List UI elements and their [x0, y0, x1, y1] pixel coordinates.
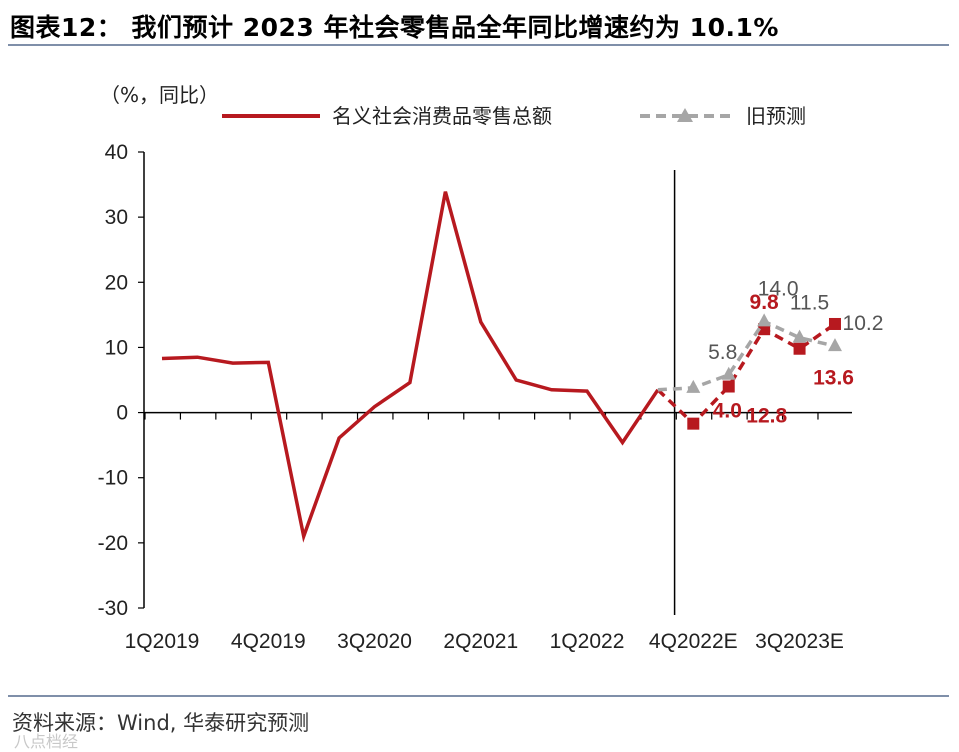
- x-tick-label: 1Q2019: [125, 630, 200, 653]
- legend-actual-label: 名义社会消费品零售总额: [332, 104, 552, 128]
- old-forecast-data-label: 11.5: [790, 292, 829, 315]
- new-forecast-data-label: 13.6: [813, 367, 854, 390]
- y-tick-label: -10: [98, 467, 128, 490]
- new-forecast-marker: [687, 417, 700, 430]
- x-tick-label: 2Q2021: [443, 630, 518, 653]
- y-tick-label: -30: [98, 597, 128, 620]
- footer-divider: [8, 695, 949, 697]
- y-tick-label: 40: [105, 141, 128, 164]
- watermark-text: 八点档经: [14, 732, 79, 751]
- old-forecast-data-label: 14.0: [758, 277, 799, 300]
- new-forecast-data-label: 9.8: [750, 291, 780, 314]
- new-forecast-data-label: 4.0: [713, 400, 742, 423]
- old-forecast-marker: [827, 338, 842, 352]
- source-note: 资料来源：Wind, 华泰研究预测: [12, 711, 310, 735]
- old-forecast-marker: [721, 366, 736, 380]
- x-tick-label: 4Q2019: [231, 630, 306, 653]
- old-forecast-marker: [757, 313, 772, 327]
- new-forecast-marker: [722, 380, 735, 393]
- x-tick-label: 3Q2023E: [755, 630, 844, 653]
- x-tick-label: 1Q2022: [550, 630, 625, 653]
- x-tick-label: 3Q2020: [337, 630, 412, 653]
- y-tick-label: 30: [105, 206, 128, 229]
- y-tick-label: 10: [105, 336, 128, 359]
- series-actual-line: [161, 191, 660, 543]
- chart-title: 图表12： 我们预计 2023 年社会零售品全年同比增速约为 10.1%: [10, 13, 779, 42]
- title-divider: [8, 44, 949, 46]
- new-forecast-data-label: 12.8: [746, 405, 787, 428]
- x-tick-label: 4Q2022E: [649, 630, 738, 653]
- unit-label: （%，同比）: [100, 83, 219, 107]
- legend-old-marker: [677, 108, 693, 122]
- y-tick-label: 20: [105, 271, 128, 294]
- legend-old-label: 旧预测: [746, 104, 806, 128]
- new-forecast-marker: [828, 317, 841, 330]
- old-forecast-data-label: 10.2: [843, 312, 884, 335]
- series-old-forecast-line: [657, 319, 836, 392]
- old-forecast-data-label: 5.8: [708, 341, 737, 364]
- new-forecast-marker: [793, 342, 806, 355]
- y-tick-label: 0: [116, 402, 128, 425]
- y-tick-label: -20: [98, 532, 128, 555]
- old-forecast-marker: [792, 329, 807, 343]
- old-forecast-marker: [686, 379, 701, 393]
